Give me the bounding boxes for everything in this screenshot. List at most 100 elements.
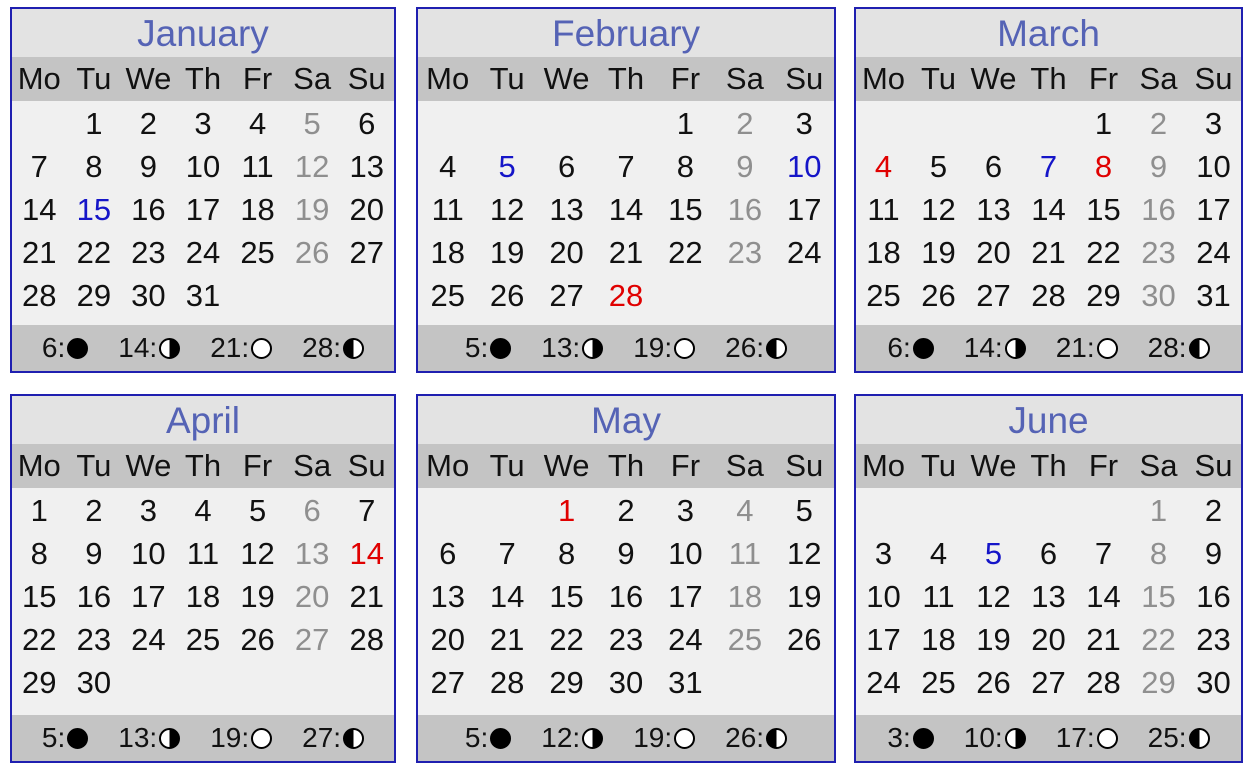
day-cell: 23: [1141, 235, 1176, 270]
day-cell: 17: [866, 622, 901, 657]
moon-phase-day: 28:: [1147, 332, 1187, 363]
moon-phases: 6: 14: 21: 28:: [12, 325, 394, 371]
day-cell: 16: [1196, 579, 1231, 614]
day-cell: 21: [1031, 235, 1066, 270]
weekday-label: We: [125, 448, 172, 483]
moon-phase-day: 14:: [963, 332, 1003, 363]
day-cell: 4: [874, 149, 893, 184]
weekday-label: Fr: [670, 61, 701, 96]
moon-phase-entry: 26:: [725, 722, 788, 754]
day-cell: 5: [795, 493, 813, 528]
day-cell: 13: [549, 192, 584, 227]
day-cell: 25: [240, 235, 275, 270]
moon-phase-entry: 5:: [465, 722, 512, 754]
day-cell: 25: [921, 665, 956, 700]
day-cell: 2: [1204, 493, 1223, 528]
first-moon-icon: [582, 727, 604, 749]
day-cell: 23: [727, 235, 763, 270]
new-moon-icon: [67, 727, 89, 749]
day-cell: 22: [668, 235, 703, 270]
moon-phase-entry: 5:: [42, 722, 89, 754]
moon-phase-entry: 5:: [465, 332, 512, 364]
day-cell: 26: [976, 665, 1011, 700]
day-cell: 23: [76, 622, 112, 657]
weekday-label: Sa: [293, 448, 332, 483]
day-cell: 1: [1149, 493, 1168, 528]
day-cell: 2: [617, 493, 635, 528]
day-cell: 6: [439, 536, 457, 571]
day-cell: 27: [549, 278, 584, 313]
moon-phase-day: 17:: [1055, 722, 1095, 753]
day-cell: 1: [676, 106, 695, 141]
weekday-label: Th: [607, 448, 645, 483]
first-moon-icon: [582, 337, 604, 359]
day-cell: 27: [294, 622, 330, 657]
day-cell: 11: [728, 536, 761, 571]
day-cell: 18: [866, 235, 901, 270]
day-cell: 25: [866, 278, 901, 313]
day-cell: 20: [430, 622, 465, 657]
weekday-label: Th: [1030, 61, 1067, 96]
month-january: January Mo Tu We Th Fr Sa Su 1 2 3 4 5 6 7 8 9 10 11 12 13…: [10, 7, 396, 373]
weekday-label: Mo: [17, 448, 61, 483]
moon-phase-day: 25:: [1147, 722, 1187, 753]
day-cell: 3: [194, 106, 212, 141]
month-title: March: [856, 9, 1241, 57]
weekday-label: Tu: [76, 448, 112, 483]
moon-phase-entry: 12:: [541, 722, 604, 754]
day-cell: 26: [294, 235, 330, 270]
empty-cell: [1076, 489, 1131, 532]
weekday-label: Th: [607, 61, 645, 96]
day-cell: 27: [349, 235, 384, 270]
day-cell: 16: [76, 579, 112, 614]
weekday-label: Sa: [725, 448, 764, 483]
day-cell: 16: [131, 192, 166, 227]
empty-cell: [966, 489, 1021, 532]
moon-phase-entry: 28:: [302, 332, 365, 364]
day-grid: 1 2 3 4 5 6 7 8 9 10 11 12 13 14 15 16 17 18 19 20 21 22 23 24 2…: [856, 101, 1241, 323]
moon-phases: 3: 10: 17: 25:: [856, 715, 1241, 761]
day-cell: 13: [1031, 579, 1066, 614]
day-cell: 22: [76, 235, 112, 270]
day-cell: 24: [185, 235, 221, 270]
empty-cell: [1021, 102, 1076, 145]
day-cell: 27: [976, 278, 1011, 313]
day-grid: 1 2 3 4 5 6 7 8 9 10 11 12 13 14 15 16 17 18 19 20 21 22 23 24 2…: [856, 488, 1241, 710]
weekday-header: Mo Tu We Th Fr Sa Su: [418, 57, 834, 101]
moon-phase-day: 13:: [118, 722, 158, 753]
day-cell: 28: [349, 622, 384, 657]
day-cell: 12: [489, 192, 525, 227]
moon-phase-entry: 6:: [887, 332, 934, 364]
empty-cell: [537, 102, 596, 145]
day-cell: 17: [185, 192, 221, 227]
day-cell: 5: [248, 493, 267, 528]
day-cell: 19: [787, 579, 822, 614]
day-cell: 19: [921, 235, 956, 270]
day-cell: 4: [194, 493, 212, 528]
weekday-header: Mo Tu We Th Fr Sa Su: [12, 57, 394, 101]
moon-phase-entry: 21:: [1056, 332, 1118, 364]
day-cell: 9: [1204, 536, 1223, 571]
day-cell: 24: [668, 622, 703, 657]
day-cell: 20: [349, 192, 384, 227]
weekday-label: We: [543, 448, 590, 483]
day-cell: 11: [186, 536, 220, 571]
day-cell: 12: [921, 192, 956, 227]
day-cell: 3: [139, 493, 158, 528]
last-moon-icon: [766, 337, 788, 359]
day-cell: 28: [1086, 665, 1121, 700]
day-cell: 21: [349, 579, 384, 614]
moon-phase-day: 19:: [633, 332, 673, 363]
day-cell: 13: [349, 149, 384, 184]
day-cell: 18: [185, 579, 221, 614]
day-cell: 7: [617, 149, 635, 184]
day-cell: 8: [1149, 536, 1168, 571]
day-cell: 26: [240, 622, 275, 657]
day-cell: 7: [498, 536, 516, 571]
moon-phases: 5: 13: 19: 27:: [12, 715, 394, 761]
moon-phase-day: 6:: [887, 332, 911, 363]
day-cell: 31: [185, 278, 221, 313]
weekday-header: Mo Tu We Th Fr Sa Su: [12, 444, 394, 488]
moon-phase-day: 27:: [302, 722, 342, 753]
full-moon-icon: [674, 337, 696, 359]
